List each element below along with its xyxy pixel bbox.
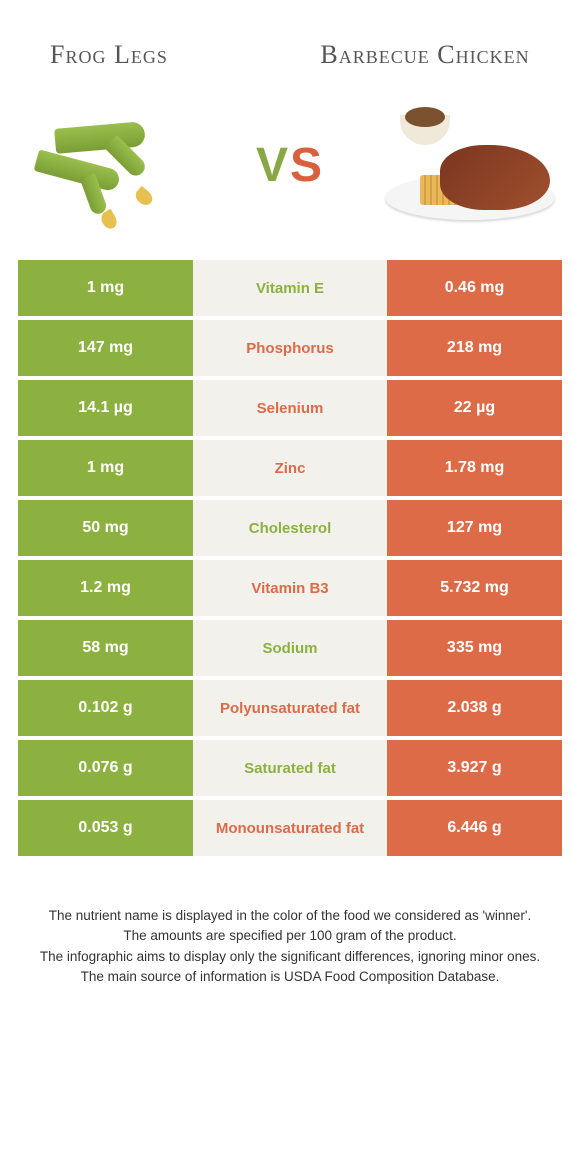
cell-nutrient-label: Vitamin E — [193, 260, 387, 316]
images-row: VS — [0, 90, 580, 260]
footer-line-4: The main source of information is USDA F… — [30, 967, 550, 987]
cell-right-value: 218 mg — [387, 320, 562, 376]
vs-s: S — [290, 139, 324, 192]
cell-left-value: 58 mg — [18, 620, 193, 676]
cell-right-value: 3.927 g — [387, 740, 562, 796]
table-row: 147 mgPhosphorus218 mg — [18, 320, 562, 376]
cell-left-value: 1.2 mg — [18, 560, 193, 616]
cell-nutrient-label: Phosphorus — [193, 320, 387, 376]
cell-left-value: 147 mg — [18, 320, 193, 376]
nutrient-table: 1 mgVitamin E0.46 mg147 mgPhosphorus218 … — [18, 260, 562, 856]
cell-left-value: 0.053 g — [18, 800, 193, 856]
footer-line-2: The amounts are specified per 100 gram o… — [30, 926, 550, 946]
cell-nutrient-label: Vitamin B3 — [193, 560, 387, 616]
cell-nutrient-label: Saturated fat — [193, 740, 387, 796]
cell-right-value: 1.78 mg — [387, 440, 562, 496]
cell-nutrient-label: Cholesterol — [193, 500, 387, 556]
cell-right-value: 335 mg — [387, 620, 562, 676]
table-row: 0.076 gSaturated fat3.927 g — [18, 740, 562, 796]
cell-right-value: 6.446 g — [387, 800, 562, 856]
cell-nutrient-label: Monounsaturated fat — [193, 800, 387, 856]
table-row: 0.102 gPolyunsaturated fat2.038 g — [18, 680, 562, 736]
cell-left-value: 50 mg — [18, 500, 193, 556]
title-right: Barbecue Chicken — [300, 40, 550, 70]
cell-right-value: 22 µg — [387, 380, 562, 436]
table-row: 58 mgSodium335 mg — [18, 620, 562, 676]
vs-v: V — [256, 139, 290, 192]
table-row: 50 mgCholesterol127 mg — [18, 500, 562, 556]
cell-right-value: 5.732 mg — [387, 560, 562, 616]
frog-legs-image — [20, 100, 200, 230]
barbecue-chicken-image — [380, 100, 560, 230]
cell-left-value: 0.102 g — [18, 680, 193, 736]
cell-nutrient-label: Selenium — [193, 380, 387, 436]
table-row: 14.1 µgSelenium22 µg — [18, 380, 562, 436]
cell-left-value: 1 mg — [18, 260, 193, 316]
table-row: 0.053 gMonounsaturated fat6.446 g — [18, 800, 562, 856]
footer-line-3: The infographic aims to display only the… — [30, 947, 550, 967]
cell-nutrient-label: Polyunsaturated fat — [193, 680, 387, 736]
vs-label: VS — [256, 138, 324, 193]
cell-right-value: 127 mg — [387, 500, 562, 556]
cell-right-value: 0.46 mg — [387, 260, 562, 316]
cell-nutrient-label: Sodium — [193, 620, 387, 676]
footer-notes: The nutrient name is displayed in the co… — [30, 906, 550, 987]
cell-left-value: 0.076 g — [18, 740, 193, 796]
cell-left-value: 1 mg — [18, 440, 193, 496]
cell-right-value: 2.038 g — [387, 680, 562, 736]
header-row: Frog Legs Barbecue Chicken — [0, 0, 580, 90]
table-row: 1.2 mgVitamin B35.732 mg — [18, 560, 562, 616]
table-row: 1 mgVitamin E0.46 mg — [18, 260, 562, 316]
cell-nutrient-label: Zinc — [193, 440, 387, 496]
cell-left-value: 14.1 µg — [18, 380, 193, 436]
table-row: 1 mgZinc1.78 mg — [18, 440, 562, 496]
footer-line-1: The nutrient name is displayed in the co… — [30, 906, 550, 926]
title-left: Frog Legs — [30, 40, 300, 70]
